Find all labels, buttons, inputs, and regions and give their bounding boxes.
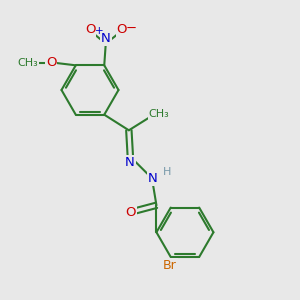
- Text: CH₃: CH₃: [18, 58, 38, 68]
- Text: −: −: [125, 22, 136, 34]
- Text: +: +: [95, 26, 103, 36]
- Text: N: N: [101, 32, 111, 45]
- Text: O: O: [46, 56, 56, 69]
- Text: O: O: [85, 23, 95, 36]
- Text: CH₃: CH₃: [148, 110, 169, 119]
- Text: O: O: [125, 206, 136, 219]
- Text: O: O: [117, 23, 127, 36]
- Text: Br: Br: [163, 259, 177, 272]
- Text: H: H: [164, 167, 172, 177]
- Text: N: N: [125, 156, 135, 169]
- Text: N: N: [148, 172, 158, 185]
